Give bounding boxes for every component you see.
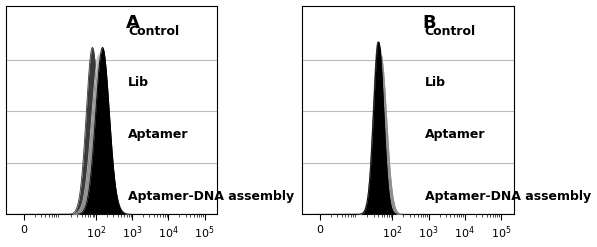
- Text: Aptamer-DNA assembly: Aptamer-DNA assembly: [128, 190, 294, 203]
- Text: Control: Control: [424, 25, 476, 38]
- Text: Control: Control: [128, 25, 180, 38]
- Text: Aptamer-DNA assembly: Aptamer-DNA assembly: [424, 190, 591, 203]
- Text: Aptamer: Aptamer: [128, 128, 189, 141]
- Text: Lib: Lib: [424, 76, 446, 89]
- Text: Lib: Lib: [128, 76, 149, 89]
- Text: B: B: [422, 14, 436, 32]
- Text: Aptamer: Aptamer: [424, 128, 485, 141]
- Text: A: A: [125, 14, 140, 32]
